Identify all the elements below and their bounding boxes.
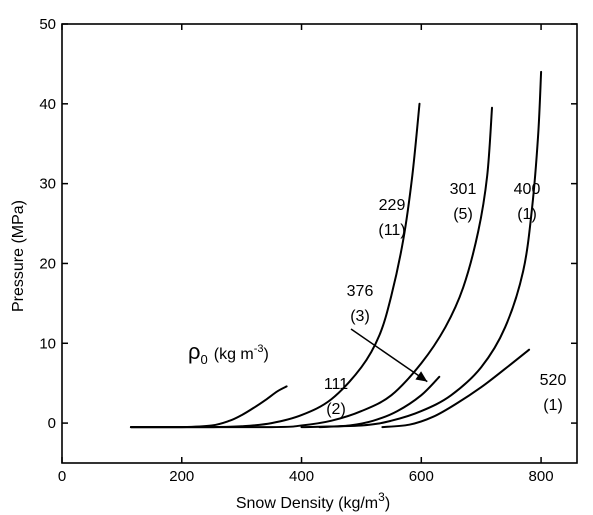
- series-label-520: 520: [540, 372, 567, 389]
- arrow-376: [350, 328, 428, 383]
- series-label-400: 400: [514, 181, 541, 198]
- x-tick-label: 200: [169, 468, 194, 485]
- y-tick-label: 20: [39, 255, 56, 272]
- series-count-229: (11): [378, 222, 405, 239]
- y-axis-label: Pressure (MPa): [10, 200, 27, 312]
- y-tick-label: 10: [39, 335, 56, 352]
- x-axis-label-main: Snow Density (kg/m: [236, 495, 378, 512]
- x-tick-label: 800: [529, 468, 554, 485]
- y-tick-label: 0: [48, 415, 56, 432]
- series-label-111: 111: [324, 376, 348, 393]
- series-count-400: (1): [517, 206, 537, 223]
- y-tick-label: 50: [39, 16, 56, 33]
- arrowhead-376: [415, 371, 428, 382]
- series-label-376: 376: [347, 283, 374, 300]
- curve-rho-301: [129, 106, 493, 429]
- curve-rho-111: [129, 385, 288, 429]
- series-count-520: (1): [543, 397, 563, 414]
- x-tick-label: 400: [289, 468, 314, 485]
- curve-rho-400: [300, 70, 543, 429]
- rho-subscript: 0: [201, 352, 208, 367]
- series-count-301: (5): [453, 206, 473, 223]
- curve-rho-229: [129, 102, 421, 429]
- series-count-111: (2): [326, 401, 346, 418]
- y-tick-label: 40: [39, 96, 56, 113]
- legend-units: (kg m: [214, 346, 254, 363]
- series-label-301: 301: [450, 181, 477, 198]
- legend-title: ρ0 (kg m-3): [188, 339, 269, 367]
- x-axis-label-sup: 3: [378, 490, 385, 504]
- x-tick-label: 0: [58, 468, 66, 485]
- x-tick-label: 600: [409, 468, 434, 485]
- y-tick-label: 30: [39, 176, 56, 193]
- legend-units-sup: -3: [254, 343, 264, 355]
- curve-rho-520: [381, 348, 531, 429]
- rho-symbol: ρ: [188, 339, 201, 364]
- x-axis-label-tail: ): [385, 495, 390, 512]
- legend-units-tail: ): [264, 346, 269, 363]
- x-axis-label: Snow Density (kg/m3): [236, 490, 390, 512]
- plot-frame: [61, 23, 578, 464]
- series-label-229: 229: [379, 197, 406, 214]
- series-count-376: (3): [350, 308, 370, 325]
